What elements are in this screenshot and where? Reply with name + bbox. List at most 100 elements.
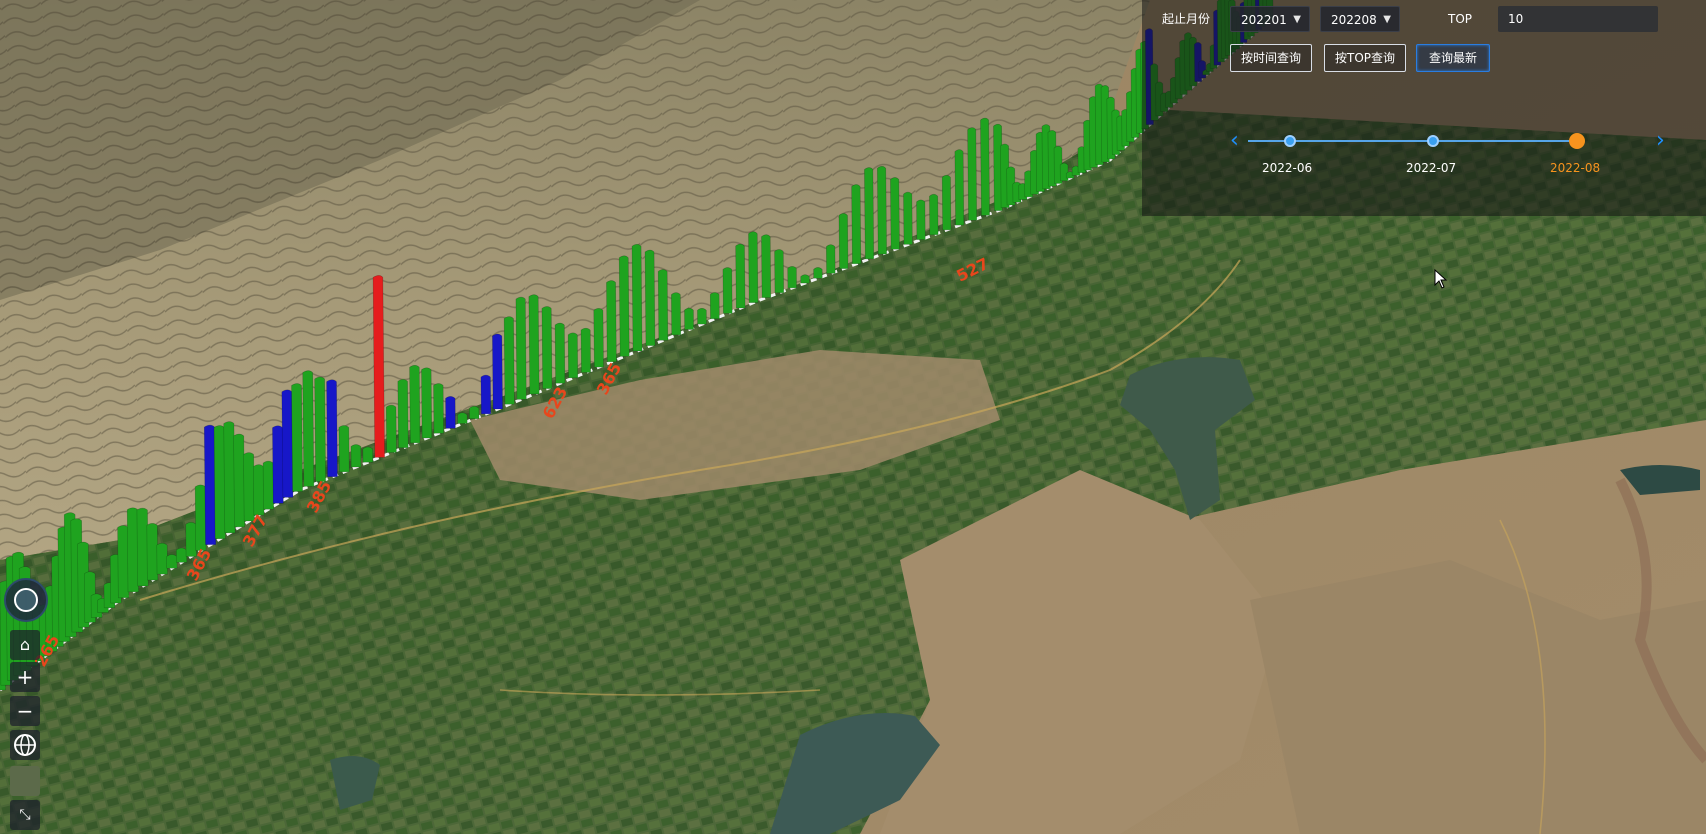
map-bar[interactable] [397, 379, 409, 449]
map-bar[interactable] [1059, 162, 1069, 182]
globe-icon[interactable] [10, 730, 40, 760]
map-bar[interactable] [954, 149, 965, 226]
zoom-out-button[interactable]: − [10, 696, 40, 726]
timeline-label-2022-08: 2022-08 [1550, 161, 1601, 175]
timeline-node-2022-08[interactable] [1569, 133, 1585, 149]
map-bar[interactable] [1053, 145, 1063, 184]
map-bar[interactable] [156, 542, 168, 575]
map-bar[interactable] [980, 117, 990, 216]
map-bar[interactable] [302, 370, 315, 487]
map-bar[interactable] [644, 249, 656, 346]
map-bar[interactable] [890, 177, 900, 250]
basemap-icon[interactable] [10, 766, 40, 796]
map-bar[interactable] [826, 244, 836, 274]
map-bar[interactable] [774, 249, 784, 294]
map-bar[interactable] [175, 547, 188, 563]
map-bar[interactable] [618, 255, 630, 357]
map-bar[interactable] [469, 405, 480, 420]
map-bar[interactable] [421, 367, 433, 439]
map-bar[interactable] [993, 123, 1003, 211]
zoom-in-button[interactable]: + [10, 662, 40, 692]
map-bar[interactable] [800, 274, 810, 284]
map-bar[interactable] [722, 267, 733, 314]
map-bar[interactable] [166, 554, 178, 569]
compass-icon[interactable] [4, 578, 48, 622]
map-bar[interactable] [684, 307, 694, 330]
map-bar[interactable] [541, 306, 553, 389]
map-bar[interactable] [314, 376, 326, 482]
map-bar[interactable] [528, 294, 540, 395]
map-bar[interactable] [372, 275, 385, 458]
map-bar[interactable] [813, 267, 823, 279]
map-bar[interactable] [709, 292, 720, 320]
query-latest-button[interactable]: 查询最新 [1416, 44, 1490, 72]
map-bar[interactable] [492, 333, 503, 410]
map-bar[interactable] [350, 444, 362, 468]
map-bar[interactable] [253, 464, 265, 516]
map-bar[interactable] [657, 269, 669, 341]
map-bar[interactable] [433, 383, 444, 434]
map-bar[interactable] [362, 446, 374, 463]
timeline-next-icon[interactable]: › [1656, 128, 1665, 153]
map-bar[interactable] [697, 308, 707, 325]
map-bar[interactable] [445, 396, 456, 429]
map-bar[interactable] [480, 374, 492, 415]
map-bar[interactable] [194, 484, 207, 551]
map-bar[interactable] [864, 167, 875, 260]
map-bar[interactable] [554, 322, 566, 384]
map-bar[interactable] [503, 316, 515, 405]
timeline-label-2022-06: 2022-06 [1262, 161, 1313, 175]
timeline-prev-icon[interactable]: ‹ [1230, 128, 1239, 153]
map-bar[interactable] [631, 243, 643, 352]
map-bar[interactable] [1047, 130, 1057, 187]
map-bar[interactable] [606, 280, 617, 363]
map-bar[interactable] [967, 127, 978, 221]
map-bar[interactable] [338, 425, 350, 473]
map-bar[interactable] [567, 332, 579, 379]
map-bar[interactable] [281, 389, 294, 498]
map-bar[interactable] [735, 243, 746, 309]
timeline-label-2022-07: 2022-07 [1406, 161, 1457, 175]
timeline-node-2022-06[interactable] [1284, 135, 1296, 147]
query-panel [1142, 0, 1706, 216]
map-bar[interactable] [385, 404, 397, 453]
map-bar[interactable] [243, 452, 255, 522]
map-bar[interactable] [136, 507, 149, 587]
map-bar[interactable] [929, 193, 939, 236]
map-bar[interactable] [291, 383, 303, 492]
map-bar[interactable] [787, 266, 797, 289]
map-bar[interactable] [262, 460, 274, 510]
cursor-icon [1434, 269, 1448, 289]
date-range-label: 起止月份 [1162, 12, 1211, 26]
top-input[interactable]: 10 [1498, 6, 1658, 32]
query-by-top-button[interactable]: 按TOP查询 [1324, 44, 1406, 72]
map-bar[interactable] [272, 425, 284, 504]
map-bar[interactable] [203, 424, 217, 545]
end-month-select[interactable]: 202208 ▼ [1320, 6, 1400, 32]
map-bar[interactable] [223, 421, 236, 534]
map-bar[interactable] [838, 213, 849, 269]
map-bar[interactable] [146, 523, 159, 581]
map-bar[interactable] [409, 365, 421, 444]
map-bar[interactable] [748, 231, 759, 303]
map-bar[interactable] [593, 308, 604, 368]
start-month-select[interactable]: 202201 ▼ [1230, 6, 1310, 32]
map-bar[interactable] [580, 327, 591, 373]
fullscreen-icon[interactable]: ⤡ [10, 800, 40, 830]
map-bar[interactable] [761, 234, 772, 298]
map-bar[interactable] [903, 191, 913, 245]
map-bar[interactable] [671, 292, 682, 336]
query-by-time-button[interactable]: 按时间查询 [1230, 44, 1312, 72]
map-bar[interactable] [457, 412, 468, 424]
timeline-node-2022-07[interactable] [1427, 135, 1439, 147]
map-bar[interactable] [851, 184, 862, 265]
map-bar[interactable] [941, 174, 952, 231]
home-icon[interactable]: ⌂ [10, 630, 40, 660]
map-bar[interactable] [877, 166, 887, 255]
timeline-track [1248, 140, 1578, 142]
map-bar[interactable] [326, 379, 338, 478]
map-bar[interactable] [515, 296, 527, 400]
map-bar[interactable] [233, 433, 246, 528]
map-bar[interactable] [916, 199, 926, 240]
